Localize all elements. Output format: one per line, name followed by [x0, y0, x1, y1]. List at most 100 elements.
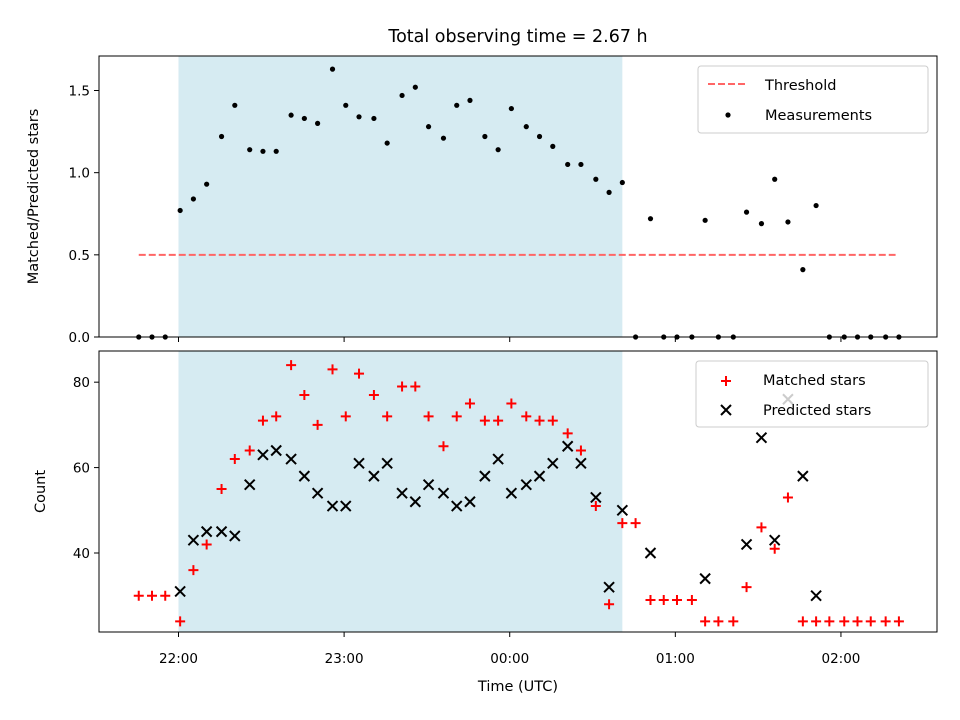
x-tick-label: 02:00 — [821, 651, 860, 667]
matched-star-point — [451, 411, 462, 422]
predicted-star-point — [340, 500, 352, 512]
matched-star-point — [562, 428, 573, 439]
x-tick-label: 01:00 — [656, 651, 695, 667]
matched-star-point — [880, 616, 891, 627]
measurement-point — [440, 135, 447, 141]
predicted-star-point — [200, 525, 213, 538]
measurement-point — [425, 124, 432, 130]
matched-star-point — [479, 415, 490, 426]
matched-star-point — [340, 411, 351, 422]
matched-star-point — [410, 381, 421, 392]
bottom-legend-box — [695, 360, 929, 428]
y-tick-label: 0.5 — [69, 248, 90, 264]
measurement-point — [593, 176, 599, 182]
predicted-star-point — [561, 440, 574, 452]
measurement-point — [177, 207, 183, 214]
matched-star-point — [286, 360, 297, 371]
measurement-point — [495, 147, 501, 153]
legend-predicted-label: Predicted stars — [763, 403, 871, 419]
predicted-star-point — [244, 478, 256, 491]
matched-star-point — [756, 522, 767, 533]
measurement-point — [813, 202, 819, 209]
matched-star-point — [146, 590, 157, 601]
legend-matched-swatch — [721, 376, 731, 386]
measurement-point — [565, 161, 571, 168]
legend-threshold-label: Threshold — [764, 78, 836, 94]
matched-star-point — [271, 411, 282, 422]
count-points — [133, 360, 904, 627]
predicted-star-point — [451, 500, 463, 512]
predicted-star-point — [603, 581, 615, 593]
y-tick-label: 1.5 — [69, 84, 90, 100]
top-x-ticks — [177, 337, 842, 342]
predicted-star-point — [368, 470, 380, 482]
bottom-x-ticks: 22:00 23:00 00:00 01:00 02:00 — [159, 632, 860, 667]
matched-star-point — [188, 565, 199, 576]
matched-star-point — [590, 501, 601, 512]
bottom-y-ticks: 40 60 80 — [73, 375, 99, 562]
measurement-point — [204, 181, 210, 187]
measurement-point — [606, 189, 612, 195]
matched-star-point — [438, 441, 449, 452]
matched-star-point — [382, 411, 393, 422]
measurement-point — [772, 176, 778, 182]
measurement-point — [315, 120, 321, 126]
x-axis-label: Time (UTC) — [477, 679, 558, 695]
measurement-point — [482, 133, 488, 140]
predicted-star-point — [285, 453, 297, 465]
measurement-point — [371, 115, 377, 122]
measurement-point — [247, 147, 253, 153]
bottom-axes-frame — [98, 350, 938, 633]
matched-star-point — [617, 518, 628, 529]
top-panel: 0.0 0.5 1.0 1.5 Matched/Predicted stars Thr… — [26, 55, 938, 346]
x-tick-label: 23:00 — [325, 651, 364, 667]
matched-star-point — [160, 590, 171, 601]
matched-star-point — [839, 616, 850, 627]
measurement-point — [785, 219, 791, 225]
matched-star-point — [575, 445, 586, 456]
measurement-point — [399, 92, 405, 99]
predicted-star-point — [326, 500, 339, 512]
legend-matched-label: Matched stars — [763, 373, 866, 389]
measurement-point — [273, 148, 279, 154]
legend-predicted-swatch — [720, 404, 732, 416]
matched-star-point — [547, 415, 558, 426]
matched-star-point — [713, 616, 724, 627]
matched-star-point — [244, 445, 255, 456]
matched-star-point — [741, 582, 752, 593]
predicted-star-point — [644, 547, 657, 559]
matched-star-point — [645, 594, 656, 605]
matched-star-point — [797, 616, 808, 627]
predicted-star-point — [187, 534, 200, 546]
predicted-star-point — [437, 487, 450, 499]
matched-star-point — [534, 415, 545, 426]
measurement-point — [260, 148, 266, 154]
predicted-star-point — [257, 449, 269, 461]
predicted-star-point — [810, 589, 822, 602]
legend-measurement-label: Measurements — [765, 108, 872, 124]
predicted-star-point — [464, 496, 476, 508]
predicted-star-point — [616, 504, 629, 516]
measurement-point — [536, 133, 543, 140]
predicted-star-point — [270, 444, 282, 457]
matched-star-point — [464, 398, 475, 409]
measurement-point — [412, 84, 418, 90]
matched-star-point — [368, 389, 379, 400]
matched-star-point — [852, 616, 863, 627]
predicted-star-point — [768, 534, 781, 546]
measurement-point — [523, 124, 529, 130]
matched-star-point — [700, 616, 711, 627]
predicted-star-point — [505, 487, 518, 499]
predicted-star-point — [174, 585, 186, 598]
predicted-star-point — [520, 478, 532, 491]
matched-star-point — [229, 454, 240, 465]
matched-star-point — [354, 368, 365, 379]
top-observing-window-shade — [178, 56, 623, 337]
bottom-y-axis-label: Count — [33, 470, 49, 513]
measurement-point — [550, 143, 556, 149]
matched-star-point — [893, 616, 904, 627]
top-legend-box — [697, 65, 929, 134]
y-tick-label: 1.0 — [69, 166, 90, 182]
matched-star-point — [201, 539, 212, 550]
matched-star-point — [423, 411, 434, 422]
